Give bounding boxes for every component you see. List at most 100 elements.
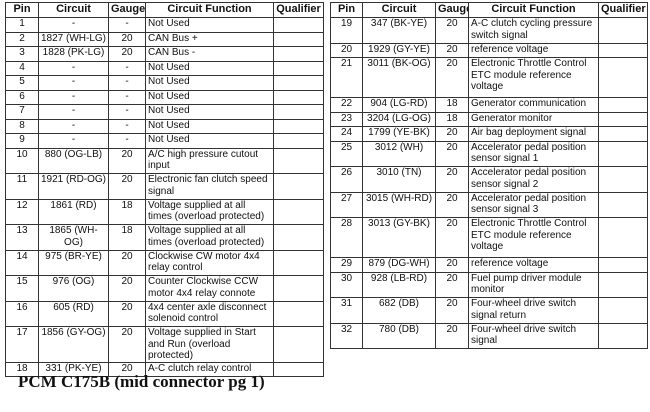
qualifier-cell bbox=[273, 147, 324, 174]
gauge-cell: 20 bbox=[108, 249, 146, 276]
gauge-cell: 20 bbox=[435, 17, 469, 44]
circuit-cell: 682 (DB) bbox=[362, 297, 436, 324]
circuit-cell: 1921 (RD-OG) bbox=[38, 173, 109, 200]
circuit-cell: - bbox=[38, 133, 109, 149]
pin-cell: 24 bbox=[330, 126, 363, 142]
pin-cell: 30 bbox=[330, 271, 363, 298]
gauge-cell: 20 bbox=[435, 217, 469, 258]
header-circuit: Circuit bbox=[38, 2, 109, 18]
circuit-cell: 331 (PK-YE) bbox=[38, 361, 109, 377]
table-row: 9- - Not Used bbox=[5, 133, 324, 149]
table-row: 17 1856 (GY-OG) 20 Voltage supplied in Star… bbox=[5, 326, 324, 363]
function-cell: reference voltage bbox=[468, 257, 599, 273]
pin-cell: 19 bbox=[330, 17, 363, 44]
function-cell: reference voltage bbox=[468, 42, 599, 58]
gauge-cell: 20 bbox=[435, 126, 469, 142]
qualifier-cell bbox=[273, 361, 324, 377]
pin-cell: 1 bbox=[5, 17, 39, 33]
qualifier-cell bbox=[273, 198, 324, 225]
gauge-cell: 20 bbox=[108, 31, 146, 47]
table-row: 11 1921 (RD-OG) 20 Electronic fan clutch sp… bbox=[5, 173, 324, 200]
header-function: Circuit Function bbox=[145, 2, 274, 18]
function-cell: Clockwise CW motor 4x4 relay control bbox=[145, 249, 274, 276]
qualifier-cell bbox=[273, 224, 324, 251]
qualifier-cell bbox=[598, 322, 648, 349]
function-cell: Not Used bbox=[145, 75, 274, 91]
qualifier-cell bbox=[598, 257, 648, 273]
table-row: 27 3015 (WH-RD) 20 Accelerator pedal positi… bbox=[330, 191, 648, 218]
function-cell: Voltage supplied at all times (overload … bbox=[145, 198, 274, 225]
circuit-cell: 605 (RD) bbox=[38, 300, 109, 327]
table-row: 19 347 (BK-YE) 20 A-C clutch cycling pressu… bbox=[330, 17, 648, 44]
pin-cell: 31 bbox=[330, 297, 363, 324]
qualifier-cell bbox=[598, 140, 648, 167]
header-row: Pin Circuit Gauge Circuit Function Quali… bbox=[5, 2, 324, 18]
function-cell: Electronic Throttle Control ETC module r… bbox=[468, 57, 599, 98]
table-row: 15 976 (OG) 20 Counter Clockwise CCW motor … bbox=[5, 275, 324, 302]
circuit-cell: 928 (LB-RD) bbox=[362, 271, 436, 298]
table-row: 14 975 (BR-YE) 20 Clockwise CW motor 4x4 re… bbox=[5, 249, 324, 276]
qualifier-cell bbox=[273, 275, 324, 302]
qualifier-cell bbox=[273, 17, 324, 33]
pin-cell: 16 bbox=[5, 300, 39, 327]
gauge-cell: 20 bbox=[435, 257, 469, 273]
gauge-cell: 20 bbox=[108, 326, 146, 363]
circuit-cell: 347 (BK-YE) bbox=[362, 17, 436, 44]
table-row: 1- - Not Used bbox=[5, 17, 324, 33]
header-pin: Pin bbox=[5, 2, 39, 18]
qualifier-cell bbox=[273, 104, 324, 120]
gauge-cell: 20 bbox=[435, 57, 469, 98]
circuit-cell: 3013 (GY-BK) bbox=[362, 217, 436, 258]
pin-cell: 6 bbox=[5, 89, 39, 105]
table-row: 20 1929 (GY-YE) 20 reference voltage bbox=[330, 42, 648, 58]
circuit-cell: 780 (DB) bbox=[362, 322, 436, 349]
table-row: 22 904 (LG-RD) 18 Generator communication bbox=[330, 97, 648, 113]
function-cell: Generator communication bbox=[468, 97, 599, 113]
table-row: 4- - Not Used bbox=[5, 60, 324, 76]
qualifier-cell bbox=[598, 57, 648, 98]
function-cell: Not Used bbox=[145, 17, 274, 33]
table-row: 5- - Not Used bbox=[5, 75, 324, 91]
circuit-cell: - bbox=[38, 89, 109, 105]
function-cell: Accelerator pedal position sensor signal… bbox=[468, 166, 599, 193]
pin-cell: 26 bbox=[330, 166, 363, 193]
table-row: 3 1828 (PK-LG) 20 CAN Bus - bbox=[5, 46, 324, 62]
function-cell: A/C high pressure cutout input bbox=[145, 147, 274, 174]
qualifier-cell bbox=[273, 75, 324, 91]
table-row: 2 1827 (WH-LG) 20 CAN Bus + bbox=[5, 31, 324, 47]
gauge-cell: 20 bbox=[435, 297, 469, 324]
gauge-cell: - bbox=[108, 133, 146, 149]
qualifier-cell bbox=[273, 300, 324, 327]
qualifier-cell bbox=[598, 17, 648, 44]
gauge-cell: 20 bbox=[108, 173, 146, 200]
function-cell: A-C clutch cycling pressure switch signa… bbox=[468, 17, 599, 44]
circuit-cell: 1861 (RD) bbox=[38, 198, 109, 225]
function-cell: Four-wheel drive switch signal return bbox=[468, 297, 599, 324]
circuit-cell: 976 (OG) bbox=[38, 275, 109, 302]
qualifier-cell bbox=[273, 46, 324, 62]
table-row: 13 1865 (WH-OG) 18 Voltage supplied at all … bbox=[5, 224, 324, 251]
gauge-cell: - bbox=[108, 89, 146, 105]
pin-cell: 18 bbox=[5, 361, 39, 377]
gauge-cell: 18 bbox=[108, 224, 146, 251]
table-row: 28 3013 (GY-BK) 20 Electronic Throttle Cont… bbox=[330, 217, 648, 258]
function-cell: Electronic Throttle Control ETC module r… bbox=[468, 217, 599, 258]
table-row: 32 780 (DB) 20 Four-wheel drive switch sign… bbox=[330, 322, 648, 349]
header-qualifier: Qualifier bbox=[273, 2, 324, 18]
circuit-cell: 1828 (PK-LG) bbox=[38, 46, 109, 62]
qualifier-cell bbox=[273, 133, 324, 149]
pin-cell: 10 bbox=[5, 147, 39, 174]
gauge-cell: 20 bbox=[108, 46, 146, 62]
gauge-cell: 20 bbox=[108, 300, 146, 327]
gauge-cell: 20 bbox=[435, 166, 469, 193]
function-cell: CAN Bus + bbox=[145, 31, 274, 47]
circuit-cell: 1865 (WH-OG) bbox=[38, 224, 109, 251]
header-row: Pin Circuit Gauge Circuit Function Quali… bbox=[330, 2, 648, 18]
pin-cell: 25 bbox=[330, 140, 363, 167]
pin-cell: 5 bbox=[5, 75, 39, 91]
pin-cell: 8 bbox=[5, 118, 39, 134]
header-function: Circuit Function bbox=[468, 2, 599, 18]
qualifier-cell bbox=[598, 297, 648, 324]
table-row: 16 605 (RD) 20 4x4 center axle disconnect s… bbox=[5, 300, 324, 327]
gauge-cell: - bbox=[108, 118, 146, 134]
